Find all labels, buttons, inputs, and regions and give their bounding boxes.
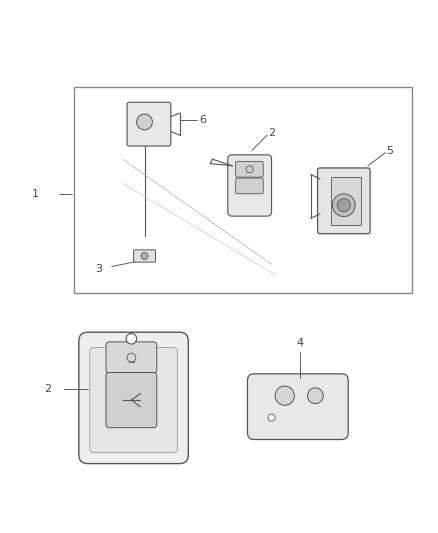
Text: 2: 2 bbox=[268, 128, 275, 138]
Text: 4: 4 bbox=[297, 338, 304, 348]
Bar bbox=[331, 177, 361, 225]
Circle shape bbox=[307, 388, 323, 403]
FancyBboxPatch shape bbox=[318, 168, 370, 233]
Text: 5: 5 bbox=[386, 146, 393, 156]
FancyBboxPatch shape bbox=[247, 374, 348, 440]
Circle shape bbox=[126, 334, 137, 344]
FancyBboxPatch shape bbox=[106, 373, 157, 427]
Text: 2: 2 bbox=[45, 384, 52, 394]
Circle shape bbox=[268, 414, 275, 421]
Bar bbox=[74, 87, 412, 293]
Circle shape bbox=[141, 253, 148, 260]
Text: 1: 1 bbox=[32, 189, 39, 199]
Circle shape bbox=[337, 199, 350, 212]
FancyBboxPatch shape bbox=[106, 342, 157, 373]
FancyBboxPatch shape bbox=[236, 178, 263, 194]
Text: 3: 3 bbox=[95, 264, 102, 274]
FancyBboxPatch shape bbox=[90, 348, 177, 453]
Circle shape bbox=[275, 386, 294, 405]
Text: 6: 6 bbox=[199, 115, 206, 125]
FancyBboxPatch shape bbox=[134, 250, 155, 262]
FancyBboxPatch shape bbox=[127, 102, 171, 146]
Circle shape bbox=[137, 114, 152, 130]
FancyBboxPatch shape bbox=[79, 332, 188, 464]
Circle shape bbox=[332, 194, 355, 216]
FancyBboxPatch shape bbox=[228, 155, 272, 216]
FancyBboxPatch shape bbox=[236, 161, 263, 177]
